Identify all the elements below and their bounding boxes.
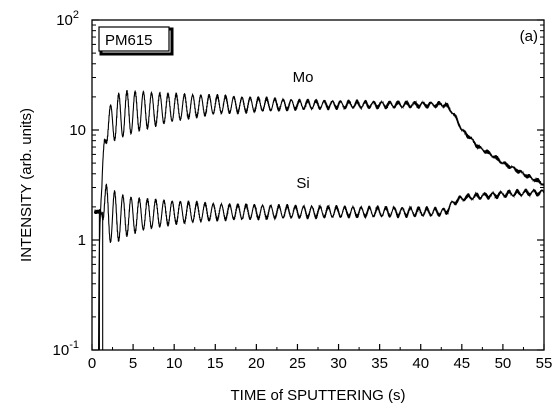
x-tick-label: 50 <box>495 355 512 372</box>
x-tick-label: 20 <box>248 355 265 372</box>
x-tick-label: 30 <box>330 355 347 372</box>
y-tick-label: 102 <box>56 9 79 29</box>
x-tick-label: 10 <box>166 355 183 372</box>
series-label-mo: Mo <box>293 69 314 86</box>
y-tick-label: 10 <box>69 122 86 139</box>
plot-frame <box>91 19 545 351</box>
plot-content <box>93 89 545 350</box>
series-line-si <box>93 183 545 243</box>
y-axis-title: INTENSITY (arb. units) <box>18 108 35 262</box>
x-axis-title: TIME of SPUTTERING (s) <box>230 387 405 404</box>
x-tick-label: 0 <box>88 355 96 372</box>
panel-label: (a) <box>520 28 538 45</box>
sample-label: PM615 <box>105 32 153 49</box>
x-tick-label: 45 <box>453 355 470 372</box>
x-tick-label: 55 <box>536 355 553 372</box>
y-tick-label: 10-1 <box>53 339 79 359</box>
x-axis-ticks: 0 5 10 15 20 25 30 35 40 45 50 55 <box>88 344 553 372</box>
x-tick-label: 40 <box>412 355 429 372</box>
y-tick-label: 1 <box>78 232 86 249</box>
series-label-si: Si <box>296 175 309 192</box>
x-tick-label: 25 <box>289 355 306 372</box>
series-line-mo <box>98 89 545 350</box>
x-tick-label: 15 <box>207 355 224 372</box>
x-tick-label: 35 <box>371 355 388 372</box>
y-axis-ticks: 10-1 1 10 102 <box>53 9 544 359</box>
x-tick-label: 5 <box>129 355 137 372</box>
sample-label-box: PM615 <box>98 26 174 56</box>
